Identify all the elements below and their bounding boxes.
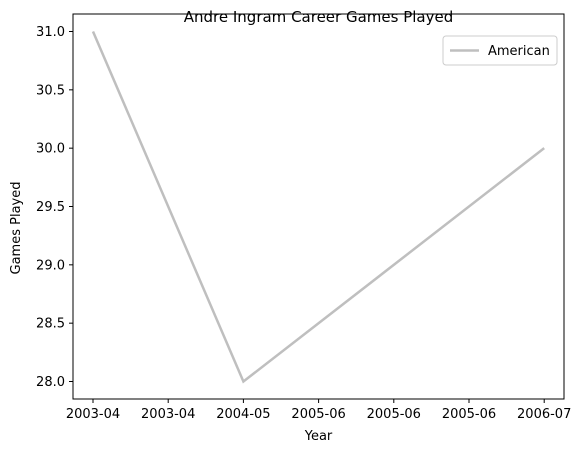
- y-tick-label: 30.5: [36, 83, 65, 98]
- y-tick-label: 29.0: [36, 258, 65, 273]
- x-tick-label: 2003-04: [141, 407, 195, 422]
- y-tick-label: 28.5: [36, 317, 65, 332]
- x-tick-label: 2005-06: [291, 407, 345, 422]
- y-tick-label: 30.0: [36, 142, 65, 157]
- x-axis: 2003-04 2003-04 2004-05 2005-06 2005-06 2005-…: [66, 399, 571, 422]
- plot-background: [73, 14, 564, 399]
- series-layer: [91, 31, 545, 384]
- y-axis: 28.0 28.5 29.0 29.5 30.0 30.5 31.0: [36, 25, 73, 390]
- legend: American: [442, 35, 558, 66]
- legend-box: [442, 35, 558, 66]
- x-tick-label: 2003-04: [66, 407, 120, 422]
- x-tick-label: 2004-05: [216, 407, 270, 422]
- x-tick-label: 2006-07: [517, 407, 571, 422]
- x-tick-label: 2005-06: [442, 407, 496, 422]
- plot-area: [72, 13, 565, 400]
- x-tick-label: 2005-06: [367, 407, 421, 422]
- x-axis-label: Year: [304, 429, 333, 444]
- y-axis-label: Games Played: [9, 182, 24, 275]
- legend-label-american: American: [488, 44, 550, 59]
- chart-title: Andre Ingram Career Games Played: [184, 8, 453, 26]
- y-tick-label: 31.0: [36, 25, 65, 40]
- y-tick-label: 28.0: [36, 375, 65, 390]
- y-tick-label: 29.5: [36, 200, 65, 215]
